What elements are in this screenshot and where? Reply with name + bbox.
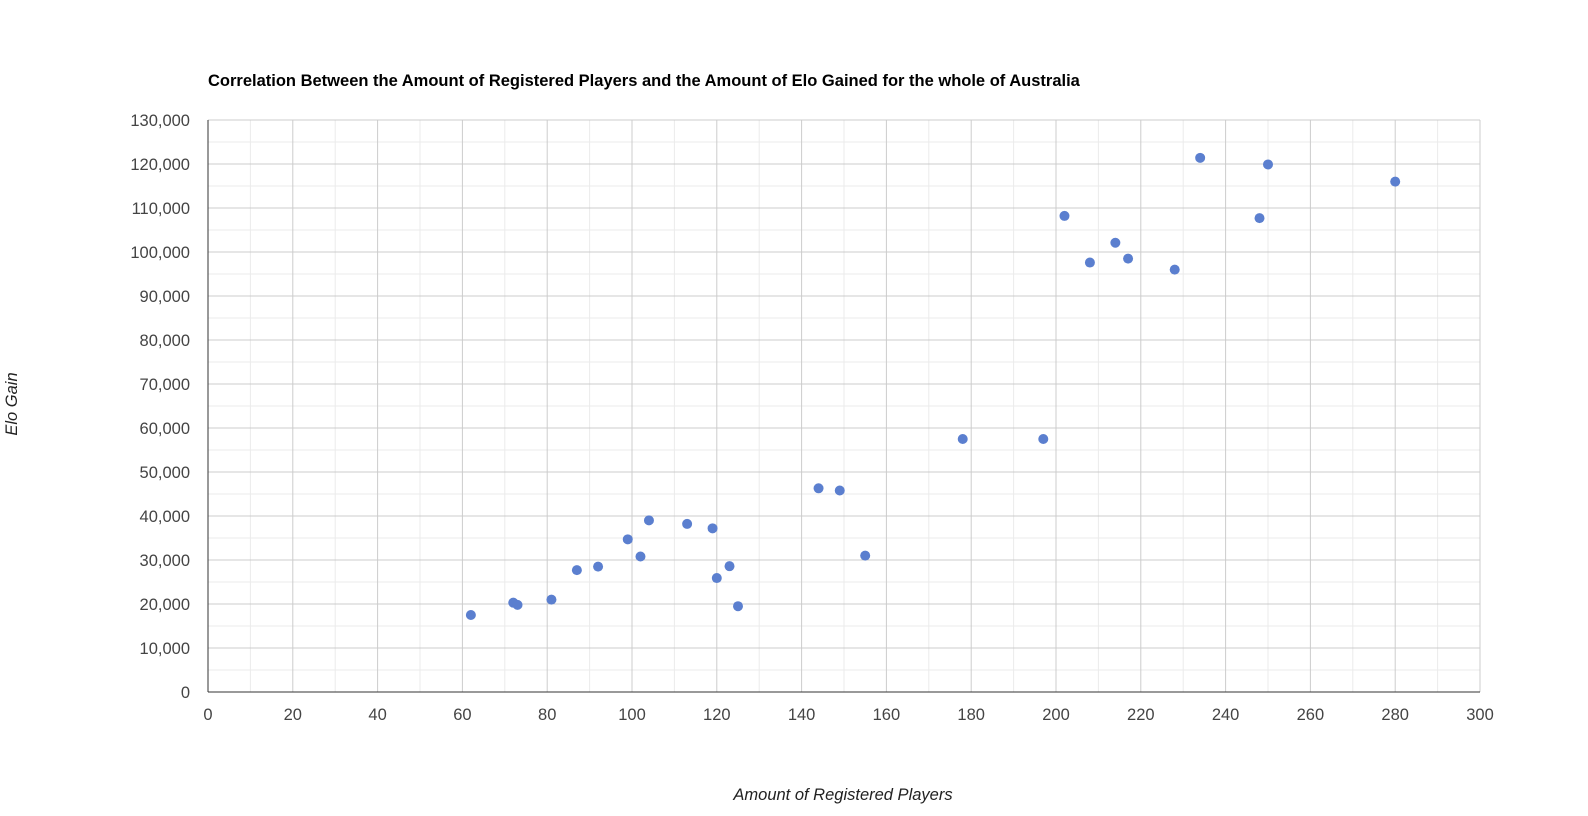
x-tick-label: 100 — [618, 706, 646, 724]
x-tick-label: 220 — [1127, 706, 1155, 724]
minor-gridlines — [208, 120, 1480, 692]
data-point[interactable] — [546, 594, 557, 605]
x-tick-label: 60 — [453, 706, 471, 724]
data-point[interactable] — [1038, 434, 1049, 444]
data-point[interactable] — [711, 573, 722, 584]
data-point[interactable] — [813, 483, 824, 494]
x-axis-ticks: 0 20 40 60 80 100 120 140 160 180 200 220 240 260 280 3… — [203, 706, 1493, 724]
data-point[interactable] — [682, 518, 693, 529]
x-tick-label: 280 — [1381, 706, 1409, 724]
x-tick-label: 40 — [368, 706, 386, 724]
x-axis-title: Amount of Registered Players — [732, 786, 952, 804]
y-tick-label: 90,000 — [140, 288, 190, 306]
x-tick-label: 260 — [1297, 706, 1325, 724]
y-tick-label: 40,000 — [140, 508, 190, 526]
x-tick-label: 240 — [1212, 706, 1240, 724]
y-tick-label: 100,000 — [130, 244, 190, 262]
major-gridlines — [208, 119, 1481, 692]
data-point[interactable] — [707, 523, 718, 534]
x-tick-label: 160 — [873, 706, 901, 724]
y-tick-label: 120,000 — [130, 156, 190, 174]
data-point[interactable] — [512, 599, 523, 610]
x-tick-label: 0 — [203, 706, 212, 724]
data-point[interactable] — [1254, 213, 1265, 224]
data-point[interactable] — [593, 561, 604, 572]
y-tick-label: 110,000 — [132, 200, 190, 218]
y-tick-label: 20,000 — [140, 596, 190, 614]
axes — [207, 120, 1480, 693]
data-point[interactable] — [733, 601, 743, 612]
data-points — [465, 152, 1401, 620]
x-tick-label: 300 — [1466, 706, 1494, 724]
data-point[interactable] — [1263, 159, 1273, 170]
y-tick-label: 60,000 — [140, 420, 190, 438]
chart-title: Correlation Between the Amount of Regist… — [208, 72, 1081, 90]
y-axis-ticks: 0 10,000 20,000 30,000 40,000 50,000 60,000 70,… — [130, 112, 190, 702]
data-point[interactable] — [622, 534, 633, 545]
y-tick-label: 0 — [181, 684, 190, 702]
y-tick-label: 10,000 — [140, 640, 190, 658]
data-point[interactable] — [1195, 152, 1206, 163]
x-tick-label: 180 — [957, 706, 985, 724]
y-tick-label: 30,000 — [140, 552, 190, 570]
data-point[interactable] — [643, 515, 654, 526]
data-point[interactable] — [1059, 210, 1070, 221]
y-tick-label: 130,000 — [130, 112, 190, 130]
x-tick-label: 200 — [1042, 706, 1070, 724]
y-tick-label: 50,000 — [140, 464, 190, 482]
data-point[interactable] — [724, 561, 735, 572]
y-tick-label: 80,000 — [140, 332, 190, 350]
data-point[interactable] — [834, 485, 845, 496]
data-point[interactable] — [1084, 257, 1095, 268]
x-tick-label: 20 — [284, 706, 302, 724]
data-point[interactable] — [860, 550, 871, 561]
x-tick-label: 80 — [538, 706, 556, 724]
data-point[interactable] — [1169, 264, 1180, 275]
data-point[interactable] — [635, 551, 646, 562]
x-tick-label: 120 — [703, 706, 731, 724]
x-tick-label: 140 — [788, 706, 816, 724]
data-point[interactable] — [1110, 237, 1121, 248]
data-point[interactable] — [465, 610, 476, 620]
data-point[interactable] — [1390, 176, 1401, 187]
data-point[interactable] — [1123, 253, 1134, 264]
y-axis-title: Elo Gain — [3, 372, 21, 435]
data-point[interactable] — [957, 434, 968, 444]
y-tick-label: 70,000 — [140, 376, 190, 394]
data-point[interactable] — [571, 565, 582, 576]
